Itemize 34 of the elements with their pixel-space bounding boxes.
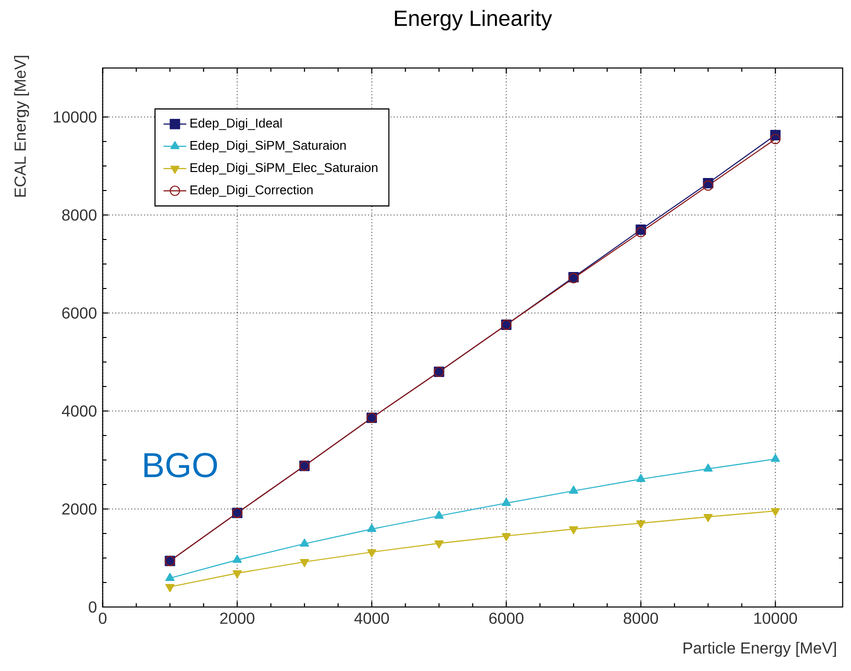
point — [165, 584, 175, 592]
x-tick-label: 10000 — [754, 612, 798, 624]
point — [704, 464, 713, 472]
legend-label: Edep_Digi_Ideal — [190, 118, 282, 130]
point — [636, 226, 646, 238]
point — [434, 540, 444, 548]
point — [232, 570, 242, 578]
x-axis-title: Particle Energy [MeV] — [684, 642, 836, 657]
point — [367, 549, 376, 558]
annotation: BGO — [144, 452, 217, 478]
point — [770, 134, 781, 144]
point — [770, 508, 780, 516]
y-tick-label: 4000 — [62, 405, 96, 417]
x-tick-label: 6000 — [489, 612, 524, 624]
point — [569, 526, 578, 534]
legend-label: Edep_Digi_Correction — [190, 185, 313, 197]
legend-label: Edep_Digi_SiPM_Saturaion — [190, 140, 346, 152]
point — [300, 559, 310, 568]
x-tick-label: 8000 — [624, 612, 658, 624]
x-tick-label: 0 — [98, 612, 106, 624]
point — [704, 514, 713, 522]
x-tick-label: 4000 — [354, 612, 389, 624]
chart-title: Energy Linearity — [394, 10, 552, 30]
point — [636, 520, 646, 528]
y-tick-label: 8000 — [62, 209, 96, 221]
y-tick-label: 0 — [88, 601, 96, 613]
y-tick-label: 10000 — [54, 111, 96, 123]
x-tick-label: 2000 — [220, 612, 254, 624]
y-tick-label: 2000 — [62, 503, 96, 515]
y-axis-title: ECAL Energy [MeV] — [14, 56, 29, 197]
y-tick-label: 6000 — [62, 307, 96, 319]
point — [702, 180, 714, 191]
point — [502, 533, 511, 542]
legend-label: Edep_Digi_SiPM_Elec_Saturaion — [190, 162, 378, 175]
